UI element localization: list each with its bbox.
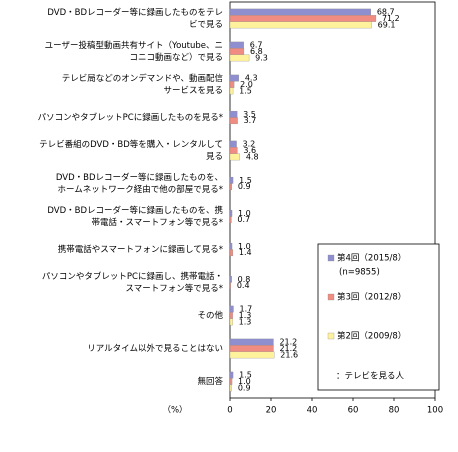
- category-label: テレビ番組のDVD・BD等を購入・レンタルして: [39, 139, 223, 150]
- category-label: リアルタイム以外で見ることはない: [87, 343, 223, 354]
- value-label: 1.5: [239, 176, 252, 185]
- value-label: 3.2: [243, 140, 256, 149]
- category-label: 見る: [206, 152, 223, 162]
- legend-n: (n=9855): [339, 268, 380, 278]
- x-tick-label: 60: [348, 406, 359, 416]
- value-label: 6.8: [250, 47, 263, 56]
- value-label: 0.9: [238, 383, 251, 392]
- value-label: 1.0: [238, 242, 251, 251]
- value-label: 1.0: [238, 377, 251, 386]
- legend-label: 第4回（2015/8）: [337, 253, 406, 264]
- bar: [229, 249, 234, 257]
- bar: [229, 305, 234, 313]
- category-label: テレビ局などのオンデマンドや、動画配信: [62, 73, 224, 84]
- bar: [229, 147, 238, 154]
- bar: [229, 282, 231, 290]
- value-label: 0.7: [237, 215, 250, 224]
- value-label: 3.7: [244, 116, 257, 125]
- value-label: 68.7: [377, 8, 395, 17]
- bar: [229, 318, 233, 326]
- value-label: 1.4: [239, 248, 252, 257]
- category-label: スマートフォン等で見る*: [126, 283, 224, 294]
- value-label: 0.4: [237, 281, 250, 290]
- value-label: 3.5: [243, 110, 256, 119]
- bar: [229, 384, 232, 392]
- value-label: 0.8: [238, 275, 251, 284]
- bar: [229, 371, 234, 379]
- plot-frame: [229, 1, 436, 399]
- bar: [229, 176, 234, 184]
- legend-label: 第2回（2009/8）: [337, 331, 406, 342]
- bar: [229, 117, 238, 125]
- bar: [229, 8, 371, 16]
- category-label: DVD・BDレコーダー等に録画したものをテレ: [47, 7, 223, 18]
- legend-box: [317, 243, 440, 391]
- category-label: ビで見る: [189, 20, 223, 30]
- value-label: 2.0: [240, 80, 253, 89]
- category-label: サービスを見る: [163, 86, 223, 96]
- value-label: 4.3: [245, 74, 258, 83]
- category-label: パソコンやタブレットPCに録画したものを見る*: [38, 112, 223, 123]
- bar: [229, 54, 250, 62]
- value-label: 69.1: [378, 20, 396, 29]
- value-label: 6.7: [250, 41, 263, 50]
- bar: [229, 74, 239, 82]
- bar: [229, 242, 233, 250]
- category-label: 携帯電話やスマートフォンに録画して見る*: [58, 244, 223, 255]
- value-label: 21.6: [280, 350, 298, 359]
- value-label: 1.3: [239, 317, 252, 326]
- bar: [229, 81, 235, 88]
- bar: [229, 345, 274, 352]
- bar: [229, 312, 233, 319]
- value-label: 1.3: [239, 311, 252, 320]
- category-label: コニコ動画など）で見る: [129, 52, 223, 63]
- legend-swatch: [327, 293, 335, 301]
- value-label: 21.2: [279, 338, 297, 347]
- bar: [229, 41, 244, 49]
- bar: [229, 378, 233, 385]
- bar: [229, 15, 377, 22]
- value-label: 1.5: [239, 86, 252, 95]
- bar: [229, 48, 245, 55]
- value-label: 1.0: [238, 209, 251, 218]
- value-label: 3.6: [243, 146, 256, 155]
- note: ：テレビを見る人: [336, 372, 405, 382]
- value-label: 1.5: [239, 371, 252, 380]
- bar: [229, 87, 234, 95]
- category-label: DVD・BDレコーダー等に録画したものを、携: [47, 205, 223, 216]
- axis-unit: （%）: [162, 405, 187, 416]
- value-label: 1.7: [239, 305, 252, 314]
- bar: [229, 21, 372, 29]
- x-tick-label: 0: [227, 406, 232, 416]
- x-tick-label: 40: [307, 406, 318, 416]
- bar: [229, 351, 275, 359]
- bar: [229, 140, 237, 148]
- value-label: 21.2: [279, 344, 297, 353]
- value-label: 71.2: [382, 14, 400, 23]
- legend-swatch: [327, 332, 335, 340]
- value-label: 9.3: [255, 53, 268, 62]
- x-tick-label: 100: [427, 406, 443, 416]
- category-label: 無回答: [197, 376, 223, 387]
- bar: [229, 275, 232, 283]
- bar: [229, 183, 232, 191]
- category-label: ホームネットワーク経由で他の部屋で見る*: [58, 184, 224, 195]
- x-tick-label: 20: [266, 406, 277, 416]
- category-label: ユーザー投稿型動画共有サイト（Youtube、ニ: [45, 40, 223, 51]
- legend-swatch: [327, 254, 335, 262]
- bar: [229, 338, 274, 346]
- category-label: 帯電話・スマートフォン等で見る*: [92, 217, 224, 228]
- category-label: DVD・BDレコーダー等に録画したものを、: [56, 172, 223, 183]
- x-tick-label: 80: [389, 406, 400, 416]
- bar: [229, 153, 240, 161]
- legend-label: 第3回（2012/8）: [337, 292, 406, 303]
- value-label: 4.8: [246, 152, 259, 161]
- bar: [229, 216, 232, 224]
- category-label: パソコンやタブレットPCに録画し、携帯電話・: [42, 271, 223, 282]
- category-label: その他: [197, 310, 223, 321]
- value-label: 0.9: [238, 182, 251, 191]
- bar: [229, 110, 238, 118]
- bar: [229, 209, 233, 217]
